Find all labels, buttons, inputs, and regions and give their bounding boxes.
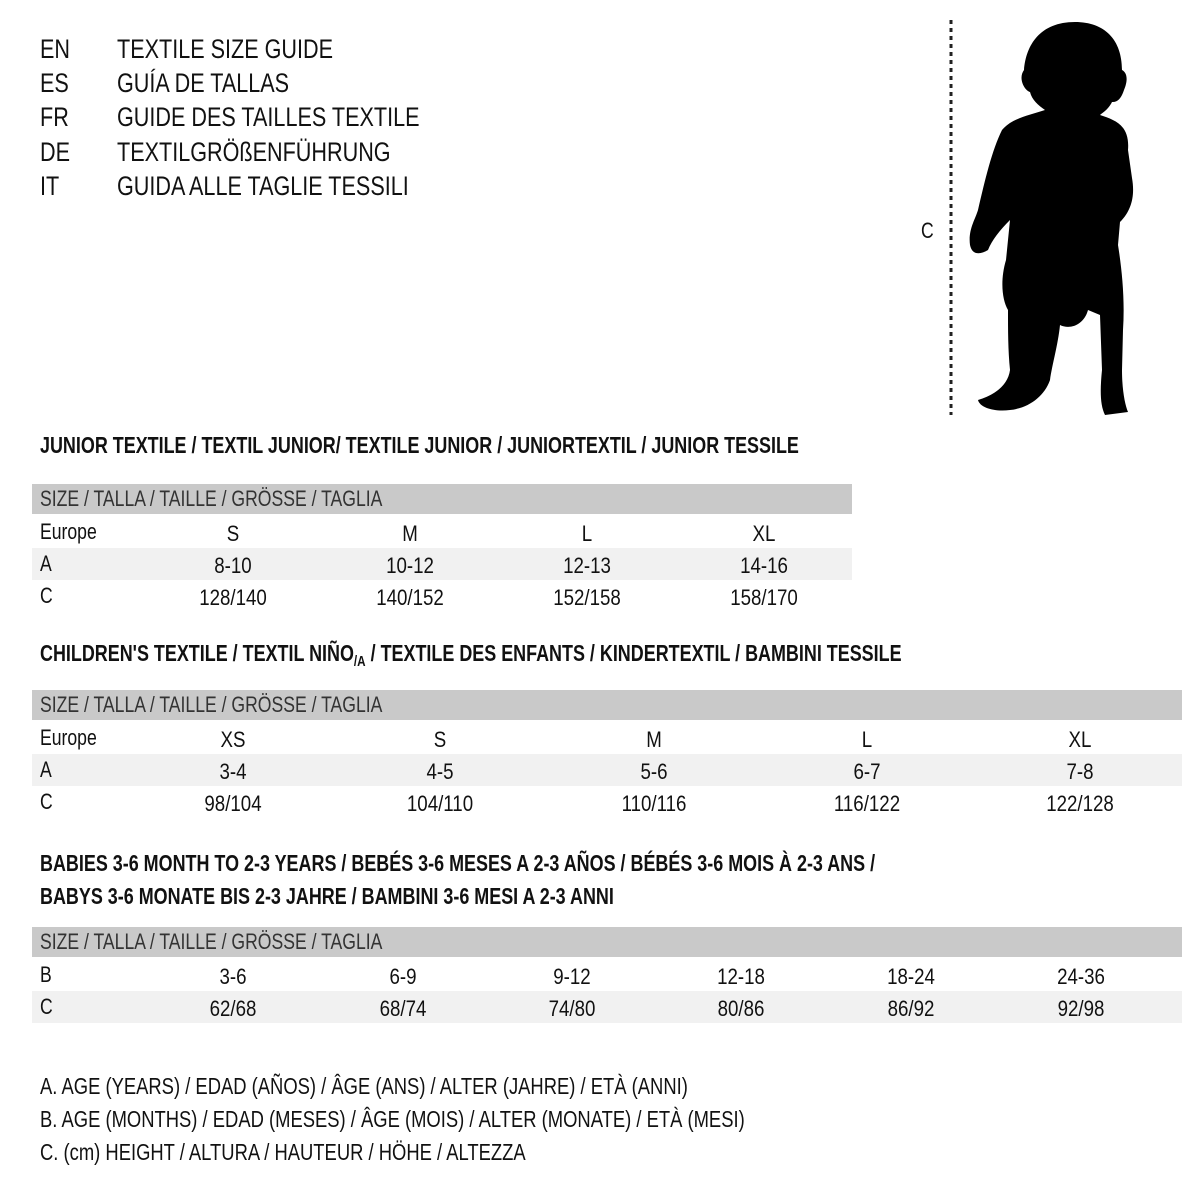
babies-heading-line-1: BABIES 3-6 MONTH TO 2-3 YEARS / BEBÉS 3-…	[40, 850, 1111, 877]
cell: 8-10	[214, 553, 252, 578]
lang-code: ES	[40, 68, 69, 98]
junior-heading-text: JUNIOR TEXTILE / TEXTIL JUNIOR/ TEXTILE …	[40, 432, 799, 458]
cell: 152/158	[553, 585, 621, 610]
cell: 92/98	[1057, 996, 1105, 1021]
table-row: Europe XS S M L XL	[32, 722, 1182, 754]
legend-text: C. (cm) HEIGHT / ALTURA / HAUTEUR / HÖHE…	[40, 1139, 526, 1165]
table-header: SIZE / TALLA / TAILLE / GRÖSSE / TAGLIA	[32, 927, 1182, 957]
babies-size-table: SIZE / TALLA / TAILLE / GRÖSSE / TAGLIA …	[32, 927, 1182, 1023]
cell: XS	[220, 727, 246, 752]
table-row: C 62/68 68/74 74/80 80/86 86/92 92/98	[32, 991, 1182, 1023]
lang-code: FR	[40, 102, 69, 132]
cell: 6-7	[853, 759, 881, 784]
height-label: C	[921, 218, 934, 243]
table-header: SIZE / TALLA / TAILLE / GRÖSSE / TAGLIA	[32, 484, 852, 514]
header-text: SIZE / TALLA / TAILLE / GRÖSSE / TAGLIA	[40, 929, 383, 954]
cell: 3-6	[219, 964, 247, 989]
cell: 80/86	[717, 996, 765, 1021]
cell: 128/140	[199, 585, 267, 610]
cell: 10-12	[386, 553, 434, 578]
cell: 12-18	[717, 964, 765, 989]
heading-part: CHILDREN'S TEXTILE / TEXTIL NIÑO	[40, 640, 354, 666]
children-heading: CHILDREN'S TEXTILE / TEXTIL NIÑO/A / TEX…	[40, 640, 1145, 670]
legend-text: A. AGE (YEARS) / EDAD (AÑOS) / ÂGE (ANS)…	[40, 1073, 688, 1099]
legend-b: B. AGE (MONTHS) / EDAD (MESES) / ÂGE (MO…	[40, 1106, 921, 1133]
cell: 4-5	[426, 759, 454, 784]
cell: 74/80	[548, 996, 596, 1021]
cell: 86/92	[887, 996, 935, 1021]
heading-subscript: /A	[353, 653, 366, 670]
table-row: A 8-10 10-12 12-13 14-16	[32, 548, 852, 580]
title-text: TEXTILE SIZE GUIDE	[117, 34, 334, 64]
cell: 24-36	[1057, 964, 1105, 989]
title-text: GUÍA DE TALLAS	[117, 68, 290, 98]
cell: 3-4	[219, 759, 247, 784]
cell: XL	[1068, 727, 1092, 752]
cell: 62/68	[209, 996, 257, 1021]
cell: 98/104	[204, 791, 262, 816]
legend-c: C. (cm) HEIGHT / ALTURA / HAUTEUR / HÖHE…	[40, 1139, 647, 1166]
row-label: A	[40, 551, 52, 576]
title-text: TEXTILGRÖßENFÜHRUNG	[117, 137, 391, 167]
cell: 68/74	[379, 996, 427, 1021]
table-row: C 128/140 140/152 152/158 158/170	[32, 580, 852, 612]
cell: S	[433, 727, 447, 752]
cell: M	[402, 521, 418, 546]
row-label: Europe	[40, 725, 97, 750]
cell: XL	[752, 521, 776, 546]
heading-text: BABYS 3-6 MONATE BIS 2-3 JAHRE / BAMBINI…	[40, 883, 614, 909]
title-list: EN TEXTILE SIZE GUIDE ES GUÍA DE TALLAS FR…	[0, 34, 600, 204]
babies-heading-line-2: BABYS 3-6 MONATE BIS 2-3 JAHRE / BAMBINI…	[40, 883, 776, 910]
child-silhouette-icon	[949, 20, 1134, 415]
header-text: SIZE / TALLA / TAILLE / GRÖSSE / TAGLIA	[40, 486, 383, 511]
cell: 110/116	[621, 791, 687, 816]
cell: 116/122	[833, 791, 901, 816]
cell: S	[226, 521, 240, 546]
table-header: SIZE / TALLA / TAILLE / GRÖSSE / TAGLIA	[32, 690, 1182, 720]
row-label: B	[40, 962, 52, 987]
children-size-table: SIZE / TALLA / TAILLE / GRÖSSE / TAGLIA …	[32, 690, 1182, 818]
legend-a: A. AGE (YEARS) / EDAD (AÑOS) / ÂGE (ANS)…	[40, 1073, 850, 1100]
heading-text: BABIES 3-6 MONTH TO 2-3 YEARS / BEBÉS 3-…	[40, 850, 876, 876]
row-label: Europe	[40, 519, 97, 544]
cell: 5-6	[640, 759, 668, 784]
row-label: C	[40, 583, 53, 608]
cell: L	[861, 727, 873, 752]
lang-code: DE	[40, 137, 71, 167]
heading-part: / TEXTILE DES ENFANTS / KINDERTEXTIL / B…	[365, 640, 902, 666]
row-label: A	[40, 757, 52, 782]
table-row: B 3-6 6-9 9-12 12-18 18-24 24-36	[32, 959, 1182, 991]
cell: 18-24	[887, 964, 935, 989]
title-text: GUIDE DES TAILLES TEXTILE	[117, 102, 420, 132]
junior-size-table: SIZE / TALLA / TAILLE / GRÖSSE / TAGLIA …	[32, 484, 852, 612]
cell: 9-12	[553, 964, 591, 989]
cell: L	[581, 521, 593, 546]
table-row: A 3-4 4-5 5-6 6-7 7-8	[32, 754, 1182, 786]
cell: 158/170	[730, 585, 798, 610]
cell: 122/128	[1046, 791, 1114, 816]
title-text: GUIDA ALLE TAGLIE TESSILI	[117, 171, 409, 201]
row-label: C	[40, 789, 53, 814]
child-shape	[969, 22, 1134, 415]
cell: 104/110	[406, 791, 474, 816]
cell: 14-16	[740, 553, 788, 578]
table-row: Europe S M L XL	[32, 516, 852, 548]
table-row: C 98/104 104/110 110/116 116/122 122/128	[32, 786, 1182, 818]
header-text: SIZE / TALLA / TAILLE / GRÖSSE / TAGLIA	[40, 692, 383, 717]
cell: 6-9	[389, 964, 417, 989]
junior-heading: JUNIOR TEXTILE / TEXTIL JUNIOR/ TEXTILE …	[40, 432, 1013, 459]
cell: 12-13	[563, 553, 611, 578]
legend-text: B. AGE (MONTHS) / EDAD (MESES) / ÂGE (MO…	[40, 1106, 745, 1132]
lang-code: IT	[40, 171, 60, 201]
lang-code: EN	[40, 34, 71, 64]
cell: M	[646, 727, 662, 752]
cell: 140/152	[376, 585, 444, 610]
cell: 7-8	[1066, 759, 1094, 784]
row-label: C	[40, 994, 53, 1019]
